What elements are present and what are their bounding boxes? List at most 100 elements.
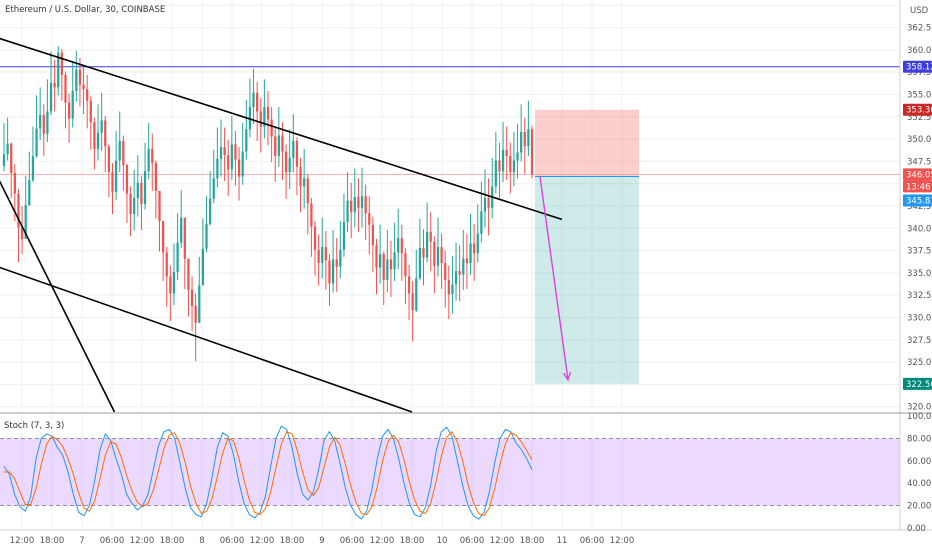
time-tick-label: 06:00 (220, 536, 245, 546)
candle (78, 57, 82, 107)
candle (295, 137, 299, 196)
stoch-series (0, 425, 900, 520)
candle (350, 182, 353, 239)
candle-body (397, 238, 400, 253)
candle-body (143, 171, 147, 205)
candle-body (440, 247, 443, 264)
time-axis[interactable]: 12:00 18:00 7 06:00 12:00 18:00 8 06:00 12:00 18:… (10, 536, 635, 546)
trendline-2 (0, 266, 413, 413)
candle (407, 264, 411, 321)
price-tag-last-price: 346.05 (903, 168, 932, 181)
price-tag-bg (903, 194, 932, 207)
candle-body (512, 160, 516, 173)
candle-body (125, 164, 129, 194)
price-tick-label: 355.00 (907, 91, 932, 101)
candle-body (60, 52, 63, 75)
candle (205, 196, 208, 253)
candle-body (245, 129, 248, 152)
candle (458, 245, 461, 302)
candle (335, 238, 338, 292)
time-tick-label: 12:00 (130, 536, 155, 546)
candle (498, 142, 501, 198)
candle-body (303, 178, 306, 187)
candle-body (2, 154, 6, 166)
candle (143, 142, 147, 210)
stoch-tick-label: 100.00 (907, 412, 932, 422)
candle-body (317, 249, 320, 264)
candle (353, 168, 356, 228)
candle-body (274, 136, 277, 157)
candle-body (75, 69, 78, 91)
candle-body (386, 259, 389, 281)
candle-body (140, 182, 143, 205)
candle (151, 133, 154, 191)
candle-body (42, 115, 45, 134)
candle-body (277, 135, 280, 157)
candle-body (212, 178, 215, 199)
projection-arrow[interactable] (539, 176, 572, 382)
candle-body (31, 156, 35, 181)
candle-body (223, 147, 226, 156)
price-tag-label: 358.12 (906, 63, 932, 73)
price-tags: 358.12 353.30 346.05 13:46 345.81 322.56 (903, 60, 932, 390)
price-tick-label: 332.50 (907, 291, 932, 301)
candle-body (447, 280, 450, 295)
time-tick-label: 06:00 (100, 536, 125, 546)
candle (165, 247, 168, 307)
candle (404, 247, 407, 305)
candle-body (415, 278, 418, 311)
price-tick-label: 337.50 (907, 247, 932, 257)
stoch-axis[interactable]: 0.00 20.00 40.00 60.00 80.00 100.00 (907, 412, 932, 534)
candle-body (227, 155, 230, 170)
candle (512, 131, 516, 187)
candle-body (281, 135, 284, 152)
candle (111, 163, 114, 215)
candle (259, 98, 262, 153)
candle-body (483, 197, 487, 212)
candle (114, 131, 118, 200)
candle-body (205, 223, 208, 249)
candle (288, 129, 291, 190)
candle-body (306, 178, 309, 204)
candle-body (346, 200, 349, 223)
candle-body (151, 148, 154, 164)
candle-body (49, 82, 53, 112)
candle (237, 147, 241, 201)
candle (60, 49, 63, 101)
position-zones (0, 109, 900, 384)
candle (310, 197, 313, 257)
candle-body (71, 90, 74, 119)
candle-body (462, 258, 465, 275)
candle (223, 127, 226, 182)
candle-body (451, 284, 454, 295)
candle-body (429, 231, 432, 242)
candle-body (176, 242, 179, 272)
candle-body (57, 52, 60, 88)
candle (494, 131, 497, 194)
candle-body (444, 263, 447, 281)
candle (245, 99, 248, 160)
candle-body (129, 193, 132, 215)
candle-body (368, 213, 371, 225)
candle (10, 142, 13, 198)
candle (303, 148, 306, 209)
time-tick-label: 8 (199, 536, 204, 546)
price-tag-bg (903, 168, 932, 181)
candle (201, 218, 205, 286)
candle (136, 155, 139, 217)
candle-body (353, 197, 356, 213)
time-tick-label: 12:00 (250, 536, 275, 546)
candle (346, 172, 349, 232)
price-axis[interactable]: 320.00322.50325.00327.50330.00332.50335.… (907, 24, 932, 413)
candle (520, 104, 523, 162)
candle (378, 224, 382, 284)
price-tag-bg (903, 60, 932, 73)
candle (82, 65, 85, 115)
candle (147, 123, 150, 180)
candle-body (516, 152, 519, 161)
candle-body (53, 82, 56, 88)
candle-body (266, 107, 270, 120)
candle (2, 123, 6, 172)
channel-trendlines[interactable] (0, 31, 563, 413)
